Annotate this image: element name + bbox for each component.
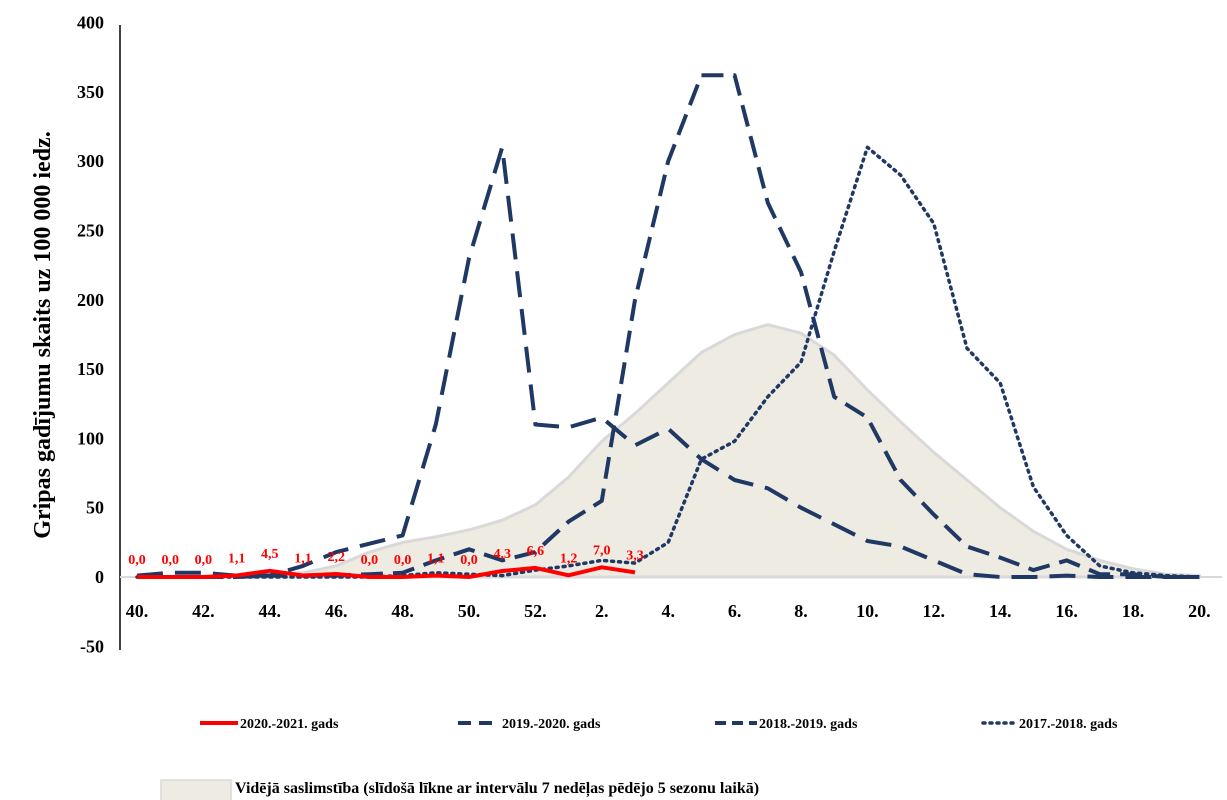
- data-label: 3,3: [626, 548, 644, 563]
- data-label: 1,2: [560, 551, 578, 566]
- tick-labels-layer: -50 0 50 100 150 200 250 300 350 400 40. 42. 44. 46. 4…: [77, 13, 1211, 657]
- y-tick-label: 400: [77, 13, 104, 33]
- y-tick-label: 250: [77, 221, 104, 241]
- data-label: 0,0: [161, 553, 179, 568]
- y-tick-label: 0: [95, 567, 104, 587]
- data-label: 0,0: [128, 553, 146, 568]
- series-2020-2021-line: [137, 565, 636, 579]
- legend: 2020.-2021. gads 2019.-2020. gads 2018.-20…: [160, 717, 1118, 800]
- x-tick-label: 18.: [1122, 601, 1145, 621]
- y-axis-title: Gripas gadījumu skaits uz 100 000 iedz.: [30, 131, 56, 538]
- y-tick-label: -50: [80, 636, 104, 656]
- y-tick-label: 200: [77, 290, 104, 310]
- x-tick-label: 6.: [728, 601, 742, 621]
- data-label: 1,1: [228, 551, 246, 566]
- data-label: 0,0: [460, 553, 478, 568]
- y-tick-label: 350: [77, 82, 104, 102]
- x-tick-label: 42.: [192, 601, 215, 621]
- data-label: 6,6: [527, 544, 545, 559]
- data-label: 4,5: [261, 547, 279, 562]
- data-label: 2,2: [327, 550, 345, 565]
- data-label: 7,0: [593, 543, 611, 558]
- x-tick-label: 40.: [126, 601, 149, 621]
- series-2019-2020-line: [136, 145, 1200, 579]
- legend-swatch: [160, 779, 232, 800]
- series-lines-layer: [135, 73, 1202, 579]
- data-labels-layer: 0,0 0,0 0,0 1,1 4,5 1,1 2,2 0,0 0,0 1,1 0,0 4,3 6,6 1…: [128, 543, 644, 568]
- y-tick-label: 150: [77, 359, 104, 379]
- legend-label: Vidējā saslimstība (slīdošā līkne ar int…: [235, 780, 759, 798]
- y-tick-label: 50: [86, 498, 104, 518]
- y-tick-label: 300: [77, 151, 104, 171]
- y-tick-label: 100: [77, 428, 104, 448]
- x-tick-label: 8.: [794, 601, 808, 621]
- legend-label: 2018.-2019. gads: [759, 717, 858, 732]
- x-tick-label: 14.: [989, 601, 1012, 621]
- legend-label: 2019.-2020. gads: [502, 717, 601, 732]
- x-tick-label: 44.: [259, 601, 282, 621]
- legend-label: 2017.-2018. gads: [1019, 717, 1118, 732]
- x-tick-label: 46.: [325, 601, 348, 621]
- data-label: 0,0: [394, 553, 412, 568]
- x-tick-label: 20.: [1188, 601, 1211, 621]
- x-tick-label: 48.: [391, 601, 414, 621]
- data-label: 1,1: [294, 551, 312, 566]
- legend-label: 2020.-2021. gads: [240, 717, 339, 732]
- x-tick-label: 4.: [661, 601, 675, 621]
- x-tick-label: 52.: [524, 601, 547, 621]
- x-tick-label: 12.: [923, 601, 946, 621]
- x-tick-label: 16.: [1055, 601, 1078, 621]
- x-tick-label: 50.: [458, 601, 481, 621]
- data-label: 0,0: [361, 553, 379, 568]
- data-label: 4,3: [493, 547, 511, 562]
- data-label: 1,1: [427, 551, 445, 566]
- data-label: 0,0: [195, 553, 213, 568]
- x-tick-label: 2.: [595, 601, 609, 621]
- x-tick-label: 10.: [856, 601, 879, 621]
